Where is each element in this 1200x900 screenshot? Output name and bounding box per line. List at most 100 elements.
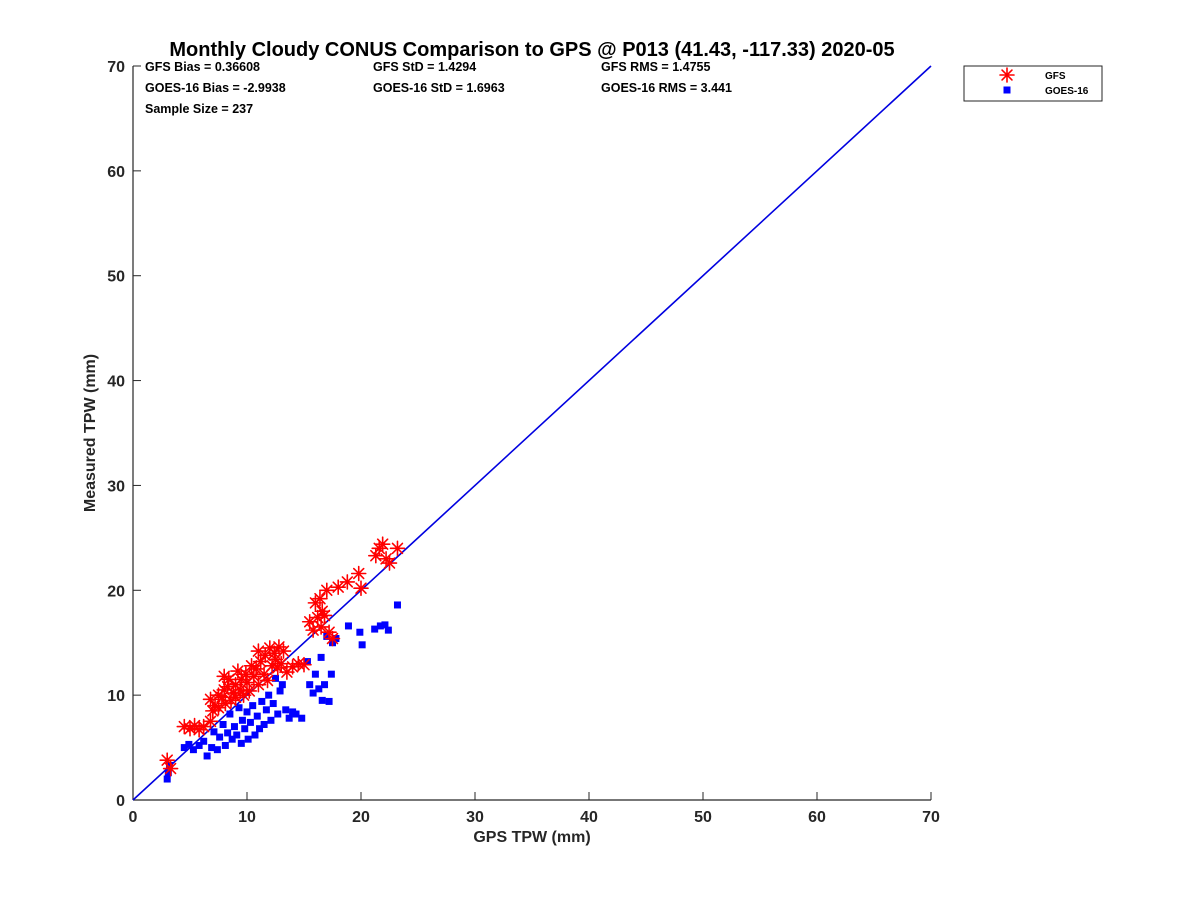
gfs-point [195,718,212,735]
goes16-point [238,716,246,724]
goes16-point [253,712,261,720]
x-tick-label: 70 [922,809,940,826]
series-gfs [159,536,406,777]
goes16-point [246,718,254,726]
legend-marker-gfs [999,67,1015,83]
gfs-point [350,565,367,582]
x-tick-label: 60 [808,809,826,826]
goes16-point [210,728,218,736]
goes16-point [269,700,277,708]
goes16-point [274,710,282,718]
gfs-point [275,643,292,659]
gfs-point [381,555,398,571]
goes16-point [208,744,216,752]
goes16-point [244,735,252,743]
goes16-point [230,723,238,731]
x-tick-label: 0 [129,809,138,826]
goes16-point [180,744,188,752]
y-tick-label: 50 [107,269,125,286]
goes16-point [256,725,264,733]
goes16-point [258,697,266,705]
goes16-point [285,714,293,722]
goes16-point [327,670,335,678]
legend-label-goes16: GOES-16 [1045,86,1089,97]
goes16-point [315,685,323,693]
goes16-point [376,622,384,630]
gfs-point [248,661,264,677]
stat-gfs-rms: GFS RMS = 1.4755 [601,60,710,74]
goes16-point [381,621,389,629]
goes16-point [213,746,221,754]
y-tick-label: 70 [107,59,125,76]
y-tick-label: 0 [116,793,125,810]
goes16-point [262,706,270,714]
goes16-point [216,733,224,741]
series-goes-16 [163,601,401,783]
x-tick-label: 10 [238,809,256,826]
x-tick-label: 50 [694,809,712,826]
goes16-point [165,761,173,769]
goes16-point [276,687,284,695]
goes16-point [260,721,268,729]
gfs-point [353,580,369,596]
goes16-point [317,653,325,661]
reference-line-group [132,65,932,801]
goes16-point [298,714,306,722]
stat-gfs-bias: GFS Bias = 0.36608 [145,60,260,74]
goes16-point [189,746,197,754]
goes16-point [321,681,329,689]
goes16-point [233,731,241,739]
gfs-point [374,536,391,552]
goes16-point [311,670,319,678]
goes16-point [356,628,364,636]
goes16-point [163,775,171,783]
goes16-point [282,706,290,714]
goes16-point [309,689,317,697]
stat-goes-rms: GOES-16 RMS = 3.441 [601,81,732,95]
y-tick-label: 10 [107,688,125,705]
goes16-point [237,739,245,747]
goes16-point [200,737,208,745]
gfs-point [313,619,329,635]
goes16-point [371,625,379,633]
gfs-point [176,718,193,735]
goes16-point [344,622,352,630]
gfs-point [162,760,179,777]
goes16-point [393,601,401,609]
gfs-point [389,540,406,557]
x-tick-label: 30 [466,809,484,826]
goes16-point [358,641,366,649]
legend: GFS GOES-16 [963,65,1103,102]
gfs-point [312,590,328,607]
y-tick-label: 30 [107,478,125,495]
gfs-point [296,656,312,673]
axes: 0 10 20 30 40 50 60 70 0 10 20 30 40 50 60 70 [107,59,940,826]
goes16-point [164,769,172,777]
goes16-point [306,681,314,689]
data-points [159,536,406,783]
goes16-point [278,681,286,689]
goes16-point [228,735,236,743]
goes16-point [241,725,249,733]
goes16-point [251,731,259,739]
goes16-point [292,710,300,718]
y-axis-label: Measured TPW (mm) [82,354,99,512]
goes16-point [318,696,326,704]
stat-sample-size: Sample Size = 237 [145,102,253,116]
gfs-point [210,699,227,716]
goes16-point [224,729,232,737]
legend-box [963,65,1103,102]
goes16-point [265,691,273,699]
gfs-point [259,672,276,689]
y-tick-label: 40 [107,374,125,391]
goes16-point [384,626,392,634]
goes16-point [221,741,229,749]
stat-goes-std: GOES-16 StD = 1.6963 [373,81,505,95]
gfs-point [316,607,333,624]
gfs-point [273,655,290,672]
gfs-point [202,713,219,730]
chart-title: Monthly Cloudy CONUS Comparison to GPS @… [169,39,894,61]
gfs-point [220,671,237,688]
gfs-point [339,574,356,590]
y-tick-label: 60 [107,164,125,181]
